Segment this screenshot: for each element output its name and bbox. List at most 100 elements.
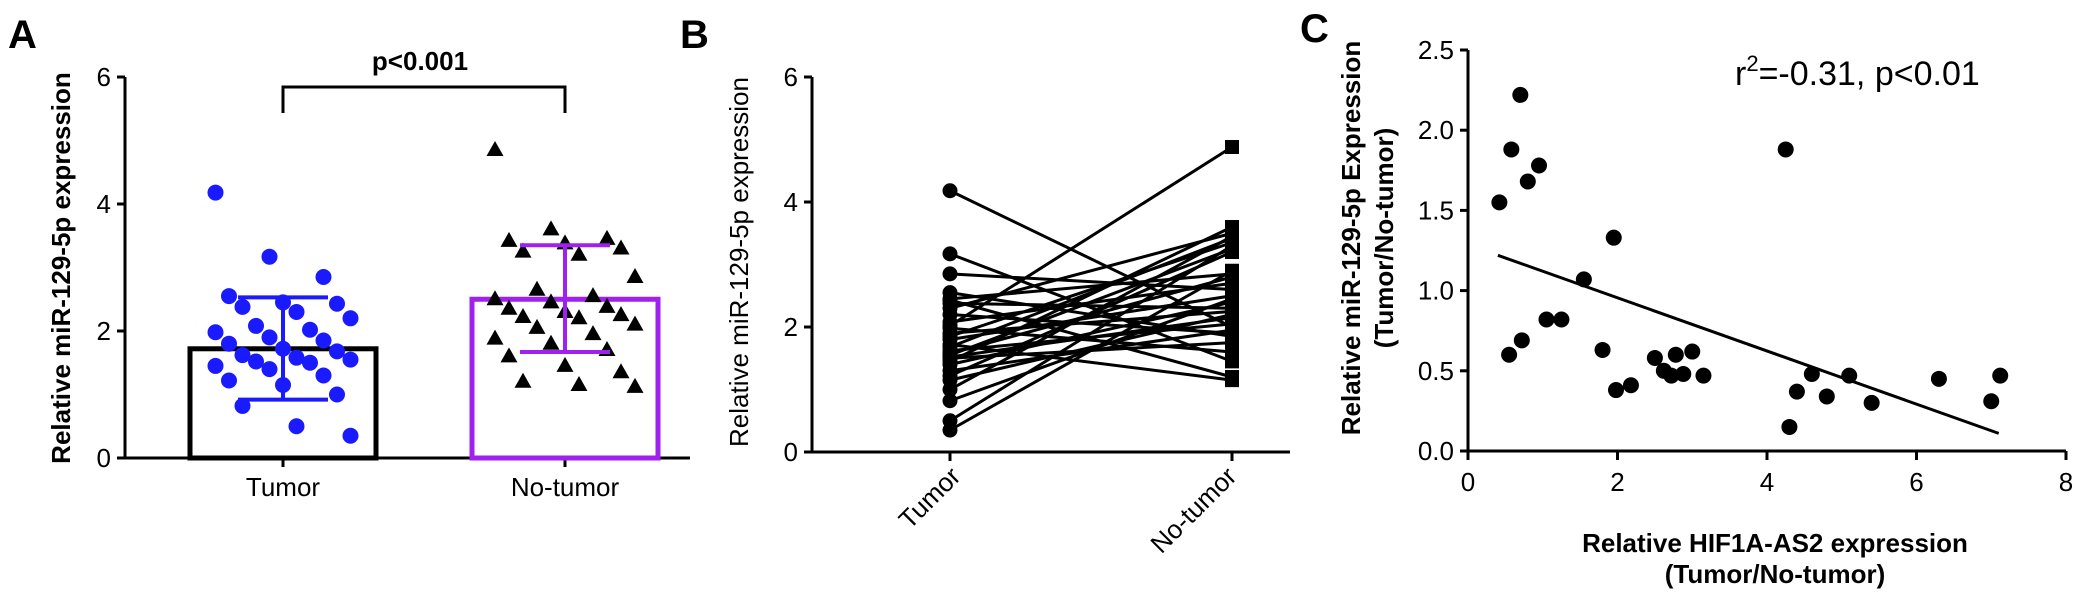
panel-a-point-no-tumor xyxy=(626,315,644,331)
panel-c-point xyxy=(1667,346,1684,363)
panel-b-y-tick-label: 6 xyxy=(784,62,798,92)
panel-b-point-no-tumor xyxy=(1225,335,1239,350)
panel-c-point xyxy=(1684,343,1701,360)
panel-b-point-tumor xyxy=(942,266,958,282)
panel-a-point-tumor xyxy=(288,418,305,435)
panel-a-significance-bracket xyxy=(281,85,567,113)
panel-c-point xyxy=(1781,418,1798,435)
panel-a-point-no-tumor xyxy=(584,287,602,303)
panel-c-point xyxy=(1863,394,1880,411)
panel-c-y-tick-label: 1.0 xyxy=(1418,276,1454,306)
panel-a-point-tumor xyxy=(248,353,264,370)
panel-a-point-tumor xyxy=(315,269,332,286)
panel-c-point xyxy=(1519,173,1536,190)
panel-a-point-no-tumor xyxy=(598,229,616,245)
panel-a-point-tumor xyxy=(207,324,224,341)
correlation-superscript: 2 xyxy=(1746,51,1758,76)
panel-a-point-tumor xyxy=(248,317,264,334)
panel-a-point-tumor xyxy=(315,332,332,349)
panel-a-point-tumor xyxy=(207,357,224,374)
panel-a-point-no-tumor xyxy=(500,299,518,315)
panel-c-point xyxy=(1992,367,2009,384)
panel-a-point-tumor xyxy=(261,248,278,265)
panel-a-point-tumor xyxy=(221,335,237,352)
panel-a-point-no-tumor xyxy=(626,377,644,393)
panel-c-point xyxy=(1491,194,1508,211)
panel-a-point-tumor xyxy=(329,386,345,403)
panel-a-point-no-tumor xyxy=(486,290,504,306)
panel-a-point-no-tumor xyxy=(584,325,602,341)
panel-c-point xyxy=(1605,229,1622,246)
panel-a-point-tumor xyxy=(207,184,224,201)
panel-b-point-no-tumor xyxy=(1225,238,1239,253)
panel-c-x-axis-label-line-2: (Tumor/No-tumor) xyxy=(1665,559,1885,589)
panel-c-y-tick-label: 0.0 xyxy=(1418,436,1454,466)
panel-c-y-tick-label: 0.5 xyxy=(1418,356,1454,386)
panel-b-pair-line xyxy=(949,244,1233,423)
panel-c-y-axis-label: Relative miR-129-5p Expression xyxy=(1336,41,1366,436)
panel-b-point-tumor xyxy=(942,382,958,397)
panel-a-point-tumor xyxy=(315,367,332,384)
panel-b-point-no-tumor xyxy=(1225,373,1239,388)
panel-a-point-no-tumor xyxy=(542,293,560,309)
panel-b-point-no-tumor xyxy=(1225,263,1239,278)
panel-b-point-tumor xyxy=(942,422,958,438)
panel-c-point xyxy=(1930,370,1947,387)
panel-a-point-no-tumor xyxy=(528,318,546,334)
panel-c-point xyxy=(1512,86,1529,103)
panel-a-significance-label: p<0.001 xyxy=(372,46,468,76)
panel-a-point-no-tumor xyxy=(570,309,588,325)
panel-b-y-tick-label: 2 xyxy=(784,312,798,342)
panel-b-point-tumor xyxy=(942,393,958,409)
panel-c-point xyxy=(1818,388,1835,405)
panel-c-x-tick-label: 6 xyxy=(1909,467,1923,497)
panel-b-point-tumor xyxy=(942,183,958,199)
panel-c-point xyxy=(1575,271,1592,288)
panel-c-y-tick-label: 2.5 xyxy=(1418,35,1454,65)
panel-a-point-no-tumor xyxy=(570,245,588,261)
panel-c-point xyxy=(1608,382,1625,399)
panel-b-y-tick-label: 4 xyxy=(784,187,798,217)
panel-a-point-tumor xyxy=(302,321,318,338)
panel-a-point-tumor xyxy=(234,298,251,315)
panel-letter-b: B xyxy=(680,13,709,57)
panel-a-point-tumor xyxy=(342,427,359,444)
panel-b-pair-line xyxy=(949,294,1233,341)
panel-a-point-no-tumor xyxy=(514,372,532,388)
panel-a-point-tumor xyxy=(221,288,237,305)
panel-a-y-tick-label: 0 xyxy=(97,443,111,473)
panel-c-x-axis-label: Relative HIF1A-AS2 expression xyxy=(1582,528,1968,558)
panel-b-pair-line xyxy=(949,269,1233,432)
panel-b-point-no-tumor xyxy=(1225,323,1239,338)
panel-c-y-tick-label: 2.0 xyxy=(1418,115,1454,145)
correlation-rest: =-0.31, p<0.01 xyxy=(1759,55,1980,93)
panel-b-pair-line xyxy=(949,301,1233,310)
panel-a-point-no-tumor xyxy=(500,347,518,363)
panel-a-point-no-tumor xyxy=(514,242,532,258)
panel-a-x-tick-label-tumor: Tumor xyxy=(246,472,320,502)
panel-a-point-no-tumor xyxy=(612,239,630,255)
panel-a-point-no-tumor xyxy=(612,363,630,379)
panel-c-point xyxy=(1663,367,1680,384)
panel-b-pair-line xyxy=(949,252,1233,363)
panel-b-point-tumor xyxy=(942,246,958,262)
panel-a-point-no-tumor xyxy=(598,297,616,313)
panel-a-point-no-tumor xyxy=(570,375,588,391)
panel-a-y-tick-label: 2 xyxy=(97,316,111,346)
panel-c-y-tick-label: 1.5 xyxy=(1418,195,1454,225)
panel-c-point xyxy=(1594,341,1611,358)
panel-letter-c: C xyxy=(1300,7,1329,51)
panel-c-x-tick-label: 0 xyxy=(1461,467,1475,497)
panel-b: Relative miR-129-5p expression Tumor No-… xyxy=(724,62,1290,559)
panel-a-point-tumor xyxy=(288,349,305,366)
panel-c-point xyxy=(1531,157,1548,174)
panel-c-point xyxy=(1695,367,1712,384)
panel-a-point-tumor xyxy=(342,310,359,327)
panel-a-point-no-tumor xyxy=(542,220,560,236)
panel-b-point-no-tumor xyxy=(1225,291,1239,306)
panel-letter-a: A xyxy=(8,13,37,57)
panel-b-point-no-tumor xyxy=(1225,307,1239,322)
panel-c-point xyxy=(1777,141,1794,158)
panel-b-pair-line xyxy=(949,272,1233,291)
panel-b-pair-line xyxy=(949,225,1233,363)
